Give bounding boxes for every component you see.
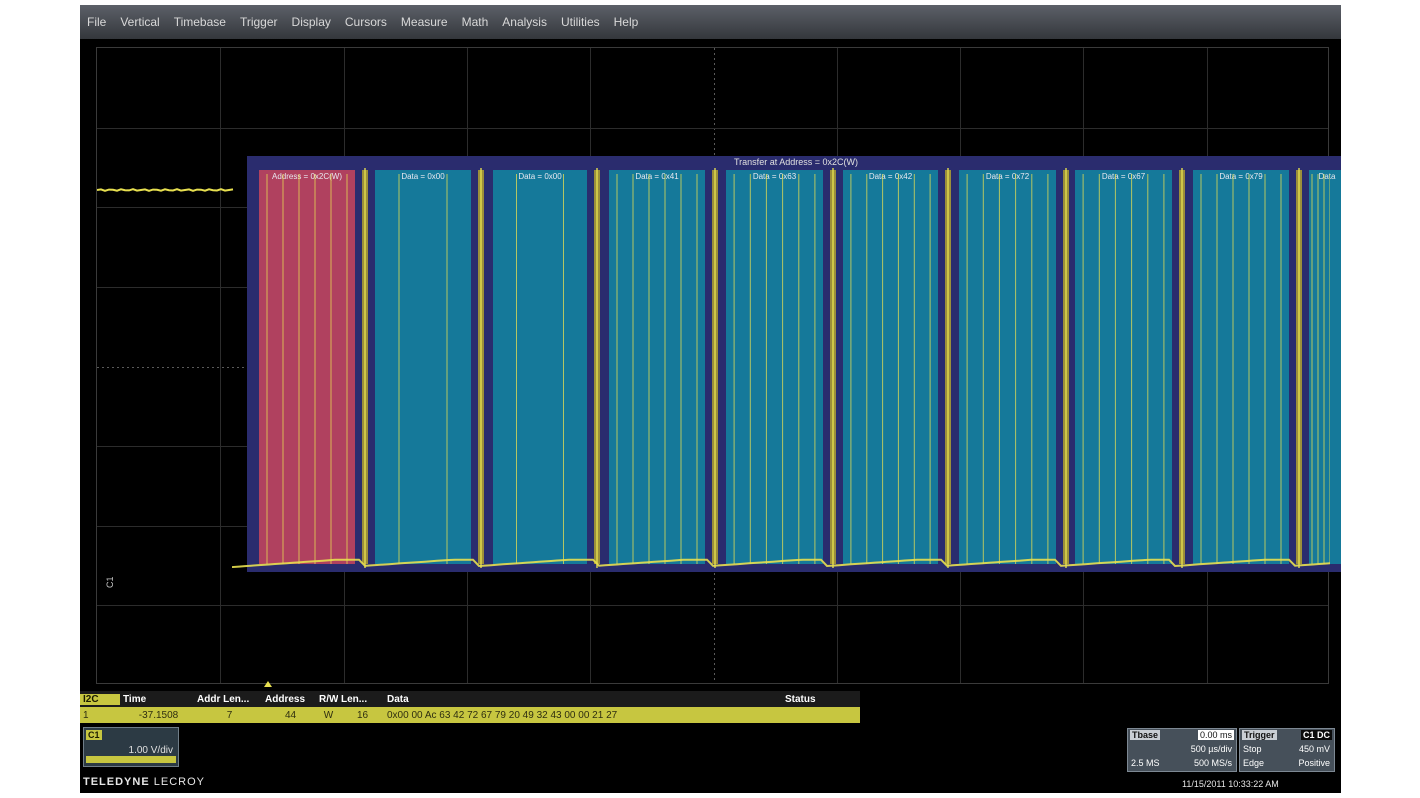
timebase-time-per-div: 500 µs/div: [1190, 744, 1232, 754]
trigger-channel: C1 DC: [1300, 730, 1332, 740]
channel-marker[interactable]: C1: [105, 576, 115, 588]
trace-segment: [97, 188, 234, 192]
table-cell: 0x00 00 Ac 63 42 72 67 79 20 49 32 43 00…: [387, 709, 618, 721]
menu-utilities[interactable]: Utilities: [560, 15, 600, 29]
timebase-descriptor[interactable]: Tbase 0.00 ms 500 µs/div 2.5 MS 500 MS/s: [1127, 728, 1237, 772]
timebase-sample-rate: 500 MS/s: [1193, 758, 1232, 768]
data-block[interactable]: Data = 0x00: [493, 170, 587, 564]
menu-timebase[interactable]: Timebase: [173, 15, 226, 29]
block-label: Data: [1318, 172, 1336, 181]
data-block[interactable]: Data = 0x41: [609, 170, 705, 564]
data-block[interactable]: Data = 0x79: [1193, 170, 1289, 564]
block-label: Data = 0x63: [752, 172, 797, 181]
table-header-cell[interactable]: Addr Len...: [197, 693, 250, 705]
menu-file[interactable]: File: [87, 15, 107, 29]
menu-help[interactable]: Help: [613, 15, 639, 29]
timebase-title: Tbase: [1130, 730, 1161, 740]
data-block[interactable]: Data = 0x42: [843, 170, 938, 564]
brand-name: TELEDYNE: [83, 776, 150, 788]
waveform-grid[interactable]: Transfer at Address = 0x2C(W) Address = …: [96, 47, 1341, 684]
block-label: Data = 0x00: [401, 172, 445, 181]
trigger-position-marker[interactable]: [264, 681, 272, 687]
channel-color-bar: [86, 756, 176, 763]
data-block[interactable]: Data = 0x67: [1075, 170, 1172, 564]
table-cell: 1: [83, 709, 89, 721]
brand-logo: TELEDYNE LECROY: [83, 776, 205, 788]
data-block[interactable]: Data: [1309, 170, 1341, 564]
menu-cursors[interactable]: Cursors: [344, 15, 387, 29]
table-header-cell[interactable]: Len...: [341, 693, 368, 705]
address-block[interactable]: Address = 0x2C(W): [259, 170, 355, 564]
timebase-delay: 0.00 ms: [1197, 730, 1234, 740]
table-row[interactable]: 1 -37.1508 7 44 W 16 0x00 00 Ac 63 42 72 67 79…: [80, 707, 860, 723]
data-block[interactable]: Data = 0x63: [726, 170, 823, 564]
block-label: Address = 0x2C(W): [271, 172, 343, 181]
trigger-mode: Stop: [1243, 744, 1262, 754]
table-cell: 7: [226, 709, 233, 721]
block-label: Data = 0x79: [1219, 172, 1263, 181]
block-label: Data = 0x67: [1101, 172, 1146, 181]
date-time: 11/15/2011 10:33:22 AM: [1182, 779, 1279, 789]
menu-measure[interactable]: Measure: [400, 15, 448, 29]
table-cell: -37.1508: [138, 709, 179, 721]
trigger-descriptor[interactable]: Trigger C1 DC Stop 450 mV Edge Positive: [1239, 728, 1335, 772]
oscilloscope-app: File Vertical Timebase Trigger Display Cursor…: [80, 5, 1341, 793]
channel-scale: 1.00 V/div: [128, 745, 173, 756]
channel-1-trace: [97, 168, 1330, 568]
block-label: Data = 0x42: [868, 172, 913, 181]
trigger-type: Edge: [1243, 758, 1265, 768]
table-header-cell[interactable]: I2C: [80, 693, 120, 705]
table-cell: W: [323, 709, 334, 721]
menu-display[interactable]: Display: [291, 15, 331, 29]
menu-bar: File Vertical Timebase Trigger Display Cursor…: [80, 5, 1341, 39]
table-header-cell[interactable]: R/W: [319, 693, 338, 705]
grid-hline: [97, 127, 1328, 129]
trace-segment: [232, 558, 1330, 568]
channel-descriptor-box[interactable]: C1 1.00 V/div: [83, 727, 179, 767]
timebase-samples: 2.5 MS: [1131, 758, 1160, 768]
trigger-level: 450 mV: [1298, 744, 1330, 754]
trigger-slope: Positive: [1298, 758, 1330, 768]
data-block[interactable]: Data = 0x00: [375, 170, 471, 564]
menu-analysis[interactable]: Analysis: [502, 15, 547, 29]
table-header-cell[interactable]: Status: [785, 693, 816, 705]
brand-sub: LECROY: [153, 776, 205, 788]
table-header-cell[interactable]: Address: [265, 693, 306, 705]
decode-table-header: I2C Time Addr Len... Address R/W Len... Data St…: [80, 691, 860, 707]
decode-table[interactable]: I2C Time Addr Len... Address R/W Len... Data St…: [80, 691, 860, 723]
grid-vline: [220, 48, 222, 683]
data-block[interactable]: Data = 0x72: [959, 170, 1056, 564]
transfer-label: Transfer at Address = 0x2C(W): [734, 157, 858, 167]
trigger-title: Trigger: [1242, 730, 1277, 740]
table-header-cell[interactable]: Data: [387, 693, 409, 705]
table-header-cell[interactable]: Time: [123, 693, 147, 705]
table-cell: 44: [284, 709, 297, 721]
channel-tag: C1: [86, 730, 102, 740]
block-label: Data = 0x00: [518, 172, 562, 181]
grid-hline: [97, 605, 1328, 607]
menu-vertical[interactable]: Vertical: [120, 15, 160, 29]
table-cell: 16: [356, 709, 369, 721]
block-label: Data = 0x72: [985, 172, 1030, 181]
block-label: Data = 0x41: [635, 172, 679, 181]
menu-trigger[interactable]: Trigger: [239, 15, 278, 29]
menu-math[interactable]: Math: [461, 15, 489, 29]
